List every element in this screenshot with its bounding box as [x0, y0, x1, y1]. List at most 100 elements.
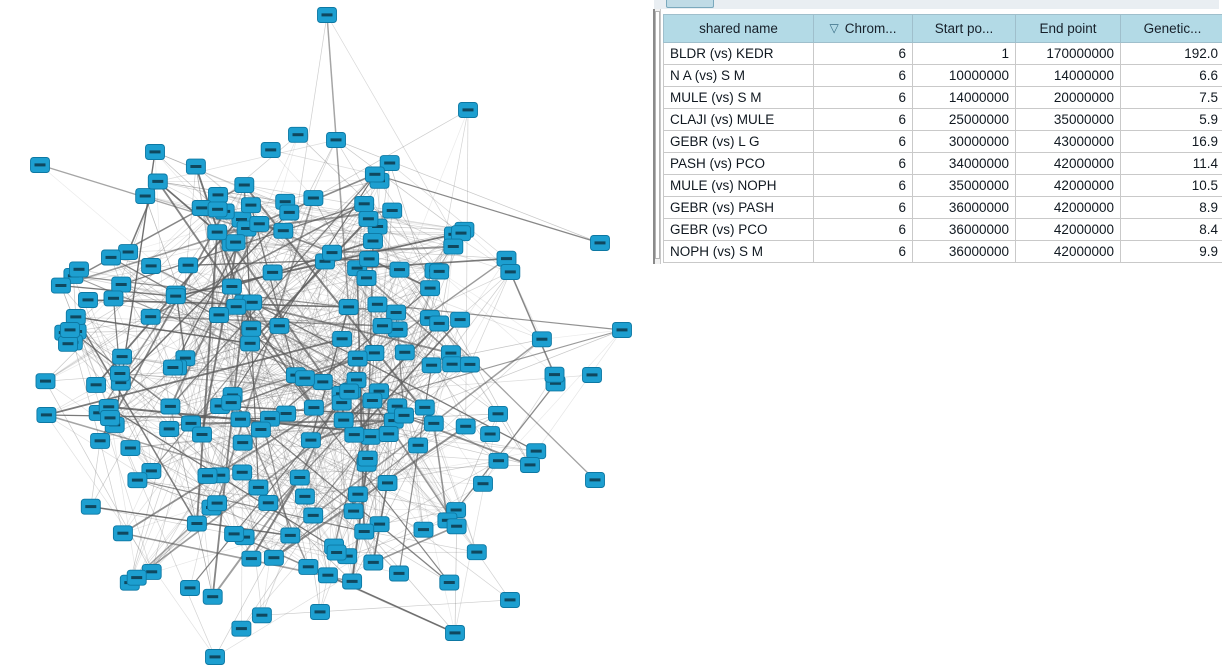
main-network-edge[interactable] [433, 423, 449, 521]
main-network-edge[interactable] [76, 331, 153, 573]
cell-shared_name[interactable]: MULE (vs) NOPH [663, 174, 814, 197]
cell-shared_name[interactable]: BLDR (vs) KEDR [663, 42, 814, 65]
column-header-start-point[interactable]: Start po... [912, 14, 1016, 43]
main-network-edge[interactable] [150, 316, 432, 366]
main-network-edge[interactable] [128, 240, 374, 253]
main-network-edge[interactable] [509, 271, 556, 376]
main-network-edge[interactable] [64, 328, 252, 334]
cell-genetic[interactable]: 7.5 [1120, 86, 1222, 109]
cell-end_point[interactable]: 170000000 [1015, 42, 1121, 65]
main-network-edge[interactable] [387, 270, 435, 484]
column-header-genetic[interactable]: Genetic... [1120, 14, 1222, 43]
main-network-edge[interactable] [175, 218, 369, 297]
main-network-edge[interactable] [219, 271, 511, 407]
main-network-edge[interactable] [469, 271, 511, 365]
main-network-edge[interactable] [76, 207, 202, 332]
main-network-edge[interactable] [251, 226, 378, 330]
main-network-edge[interactable] [326, 14, 455, 235]
cell-genetic[interactable]: 16.9 [1120, 130, 1222, 153]
main-network-edge[interactable] [259, 223, 333, 254]
table-row[interactable]: GEBR (vs) PASH 6 36000000 42000000 8.9 [663, 196, 1222, 219]
main-network-edge[interactable] [190, 139, 337, 424]
column-header-end-point[interactable]: End point [1015, 14, 1121, 43]
main-network-edge[interactable] [273, 482, 388, 559]
main-network-edge[interactable] [244, 184, 378, 305]
main-network-edge[interactable] [189, 390, 352, 589]
main-network-edge[interactable] [67, 343, 218, 504]
main-network-edge[interactable] [177, 367, 342, 404]
main-network-edge[interactable] [201, 434, 450, 583]
main-network-edge[interactable] [299, 423, 434, 478]
cell-start_point[interactable]: 34000000 [912, 152, 1016, 175]
main-network-edge[interactable] [46, 306, 237, 416]
main-network-edge[interactable] [214, 420, 345, 658]
main-network-edge[interactable] [157, 181, 454, 247]
main-network-edge[interactable] [279, 325, 352, 391]
main-network-edge[interactable] [90, 506, 348, 557]
main-network-edge[interactable] [282, 230, 352, 391]
main-network-edge[interactable] [279, 325, 329, 576]
main-network-edge[interactable] [374, 173, 601, 244]
main-network-edge[interactable] [397, 329, 424, 530]
main-network-edge[interactable] [168, 428, 218, 504]
main-network-edge[interactable] [136, 393, 342, 578]
main-network-edge[interactable] [114, 243, 232, 426]
main-network-edge[interactable] [46, 338, 343, 416]
main-network-edge[interactable] [374, 174, 440, 272]
main-network-edge[interactable] [343, 322, 440, 421]
main-network-edge[interactable] [335, 139, 462, 234]
cell-shared_name[interactable]: GEBR (vs) L G [663, 130, 814, 153]
cell-chromosome[interactable]: 6 [813, 130, 913, 153]
main-network-edge[interactable] [243, 201, 286, 303]
main-network-edge[interactable] [136, 343, 251, 578]
table-panel[interactable]: shared name ▽ Chrom... Start po... End po… [653, 9, 1222, 264]
main-network-edge[interactable] [219, 475, 275, 558]
main-network-edge[interactable] [269, 418, 511, 601]
cell-start_point[interactable]: 36000000 [912, 218, 1016, 241]
main-network-edge[interactable] [366, 210, 393, 464]
cell-start_point[interactable]: 1 [912, 42, 1016, 65]
table-row[interactable]: PASH (vs) PCO 6 34000000 42000000 11.4 [663, 152, 1222, 175]
main-network-edge[interactable] [187, 265, 354, 512]
column-header-shared-name[interactable]: shared name [663, 14, 814, 43]
main-network-edge[interactable] [122, 356, 342, 395]
main-network-edge[interactable] [168, 184, 245, 430]
cell-start_point[interactable]: 35000000 [912, 174, 1016, 197]
cell-shared_name[interactable]: MULE (vs) S M [663, 86, 814, 109]
main-network-edge[interactable] [387, 413, 499, 484]
main-network-edge[interactable] [129, 442, 243, 583]
main-network-edge[interactable] [269, 363, 453, 420]
cell-shared_name[interactable]: GEBR (vs) PCO [663, 218, 814, 241]
main-network-edge[interactable] [110, 257, 315, 408]
main-network-edge[interactable] [169, 413, 499, 430]
main-network-edge[interactable] [279, 325, 405, 416]
main-network-edge[interactable] [119, 373, 352, 391]
main-network-edge[interactable] [372, 240, 471, 365]
cell-genetic[interactable]: 9.9 [1120, 240, 1222, 263]
main-network-edge[interactable] [211, 477, 301, 598]
main-network-edge[interactable] [170, 203, 365, 407]
main-network-edge[interactable] [389, 162, 431, 289]
main-network-edge[interactable] [98, 295, 177, 414]
main-network-edge[interactable] [231, 338, 542, 404]
main-network-edge[interactable] [157, 139, 337, 182]
cell-chromosome[interactable]: 6 [813, 196, 913, 219]
main-network-edge[interactable] [110, 257, 287, 414]
main-network-edge[interactable] [113, 261, 326, 299]
main-network-edge[interactable] [367, 413, 499, 459]
main-network-edge[interactable] [207, 306, 349, 477]
main-network-edge[interactable] [201, 434, 291, 536]
main-network-edge[interactable] [295, 198, 314, 376]
main-network-edge[interactable] [289, 212, 432, 366]
main-network-edge[interactable] [387, 364, 453, 484]
main-network-edge[interactable] [175, 295, 315, 408]
cell-chromosome[interactable]: 6 [813, 174, 913, 197]
main-network-edge[interactable] [45, 209, 218, 382]
cell-start_point[interactable]: 10000000 [912, 64, 1016, 87]
main-network-edge[interactable] [87, 299, 349, 308]
cell-genetic[interactable]: 8.9 [1120, 196, 1222, 219]
main-network-edge[interactable] [172, 228, 248, 368]
main-network-edge[interactable] [233, 391, 380, 535]
cell-chromosome[interactable]: 6 [813, 108, 913, 131]
main-network-edge[interactable] [150, 316, 214, 597]
